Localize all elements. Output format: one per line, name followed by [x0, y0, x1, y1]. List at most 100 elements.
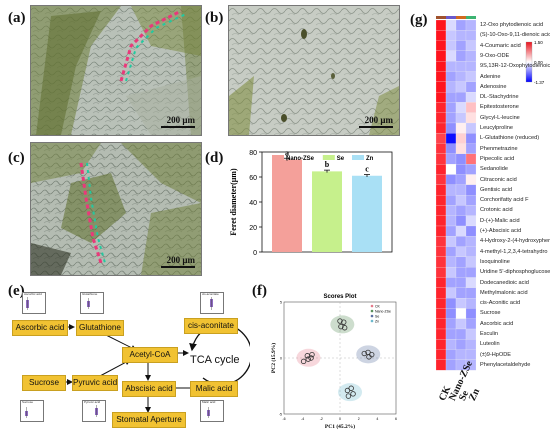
- heatmap-cell: [455, 143, 467, 155]
- x-tick-label: 2: [358, 417, 360, 421]
- mini-boxplot: Sucrose: [20, 400, 44, 422]
- heatmap-cell: [445, 133, 457, 144]
- legend-label: CK: [375, 304, 381, 308]
- significance-letter: a: [285, 148, 289, 157]
- legend-label: Se: [337, 156, 345, 162]
- heatmap-cell: [445, 236, 457, 247]
- micrograph-b: 200 μm: [228, 5, 400, 136]
- heatmap-row-label: 4-Hydroxy-2-(4-hydroxyphenyl): [480, 238, 550, 245]
- heatmap-cell: [445, 143, 457, 155]
- heatmap-cell: [465, 143, 477, 155]
- heatmap-cell: [435, 236, 447, 247]
- heatmap-cell: [445, 339, 457, 350]
- heatmap-row-label: 9S,13R-12-Oxophytodienoic: [480, 63, 550, 70]
- heatmap-cell: [465, 349, 477, 361]
- legend-swatch: [322, 155, 335, 160]
- heatmap-cell: [445, 184, 457, 196]
- heatmap-cell: [435, 225, 447, 237]
- node-pyruvic-acid: Pyruvic acid: [72, 375, 118, 391]
- heatmap-row-label: Uridine 5'-diphosphoglucose: [480, 269, 550, 276]
- heatmap-cell: [435, 164, 447, 175]
- scale-label: 200 μm: [166, 115, 195, 125]
- y-axis-label: Feret diameter(μm): [229, 168, 238, 236]
- score-point-se: [361, 350, 367, 357]
- colorbar-tick-label: -1.37: [534, 80, 545, 85]
- micrograph-c: 200 μm: [30, 142, 202, 276]
- heatmap-cell: [455, 328, 467, 340]
- heatmap-cell: [435, 81, 447, 93]
- heatmap-row-label: Luteolin: [480, 341, 500, 348]
- scores-plot-title: Scores Plot: [323, 294, 356, 300]
- heatmap-cell: [465, 267, 477, 278]
- bar-nano-zse: [272, 159, 302, 252]
- node-abscisic-acid: Abscisic acid: [122, 381, 176, 397]
- heatmap-cell: [435, 61, 447, 72]
- heatmap-cell: [435, 133, 447, 144]
- node-cis-aconitate: cis-aconitate: [184, 318, 238, 334]
- heatmap-cell: [435, 328, 447, 340]
- heatmap-cell: [465, 102, 477, 113]
- heatmap-cell: [445, 30, 457, 41]
- heatmap-cell: [465, 133, 477, 144]
- heatmap-cell: [465, 61, 477, 72]
- tca-cycle-label: TCA cycle: [190, 354, 240, 366]
- x-tick-label: -2: [320, 417, 323, 421]
- heatmap-cell: [445, 287, 457, 299]
- heatmap-cell: [445, 225, 457, 237]
- heatmap-row-label: Esculin: [480, 331, 499, 337]
- legend-marker: [370, 314, 374, 318]
- y-tick-label: 0: [253, 250, 257, 257]
- x-tick-label: -4: [301, 417, 304, 421]
- heatmap-cell: [465, 164, 477, 175]
- heatmap-cell: [445, 164, 457, 175]
- heatmap-cell: [445, 153, 457, 165]
- score-point-zn: [350, 391, 356, 397]
- heatmap-cell: [455, 174, 467, 185]
- heatmap-cell: [465, 184, 477, 196]
- heatmap-cell: [445, 256, 457, 268]
- legend-label: Se: [375, 314, 379, 318]
- heatmap-row-label: cis-Aconitic acid: [480, 300, 521, 307]
- score-point-ck: [305, 356, 311, 362]
- heatmap-cell: [435, 359, 447, 371]
- heatmap-row-label: DL-Stachydrine: [480, 94, 519, 101]
- heatmap-cell: [445, 112, 457, 124]
- heatmap-cell: [435, 256, 447, 268]
- heatmap-cell: [465, 328, 477, 340]
- heatmap-cell: [455, 122, 467, 134]
- score-point-nano-zse: [341, 325, 348, 331]
- legend-marker: [370, 309, 374, 313]
- heatmap-cell: [455, 164, 467, 175]
- x-axis-label: PC1 (45.2%): [325, 423, 355, 430]
- node-glutathione: Glutathione: [76, 320, 124, 336]
- scores-plot: Scores Plot -6 -4 -2 0 2 4 6 -5 0 5 PC1 (45.2%) PC2 …: [270, 294, 397, 430]
- heatmap-row-label: Citraconic acid: [480, 176, 517, 183]
- heatmap-cell: [455, 81, 467, 93]
- heatmap-cell: [445, 195, 457, 206]
- heatmap-cell: [445, 91, 457, 103]
- heatmap-cell: [455, 256, 467, 268]
- heatmap-cell: [455, 215, 467, 227]
- heatmap-row-label: 9-Oxo-ODE: [480, 52, 510, 59]
- heatmap-cell: [445, 328, 457, 340]
- legend-marker: [370, 304, 374, 308]
- heatmap-cell: [455, 112, 467, 124]
- heatmap-row-label: Adenosine: [480, 83, 507, 90]
- heatmap-cell: [465, 246, 477, 258]
- heatmap-row-label: Epitestosterone: [480, 104, 519, 111]
- y-axis-label: PC2 (15.9%): [270, 343, 277, 373]
- heatmap-cell: [445, 81, 457, 93]
- heatmap-cell: [445, 174, 457, 185]
- heatmap-cell: [455, 339, 467, 350]
- heatmap-cell: [455, 267, 467, 278]
- bar-chart: 0 20 40 60 80 Feret diameter(μm) a b c Nano-ZSe Se…: [229, 148, 393, 257]
- heatmap-cell: [455, 205, 467, 216]
- heatmap-cell: [465, 122, 477, 134]
- heatmap-row-label: Isoquinoline: [480, 258, 510, 265]
- heatmap-cell: [465, 287, 477, 299]
- significance-letter: c: [365, 165, 369, 174]
- legend-label: Nano-ZSe: [375, 309, 391, 313]
- heatmap-cell: [455, 50, 467, 62]
- heatmap-row-label: Dodecanedioic acid: [480, 279, 529, 286]
- y-tick-label: -5: [279, 413, 282, 417]
